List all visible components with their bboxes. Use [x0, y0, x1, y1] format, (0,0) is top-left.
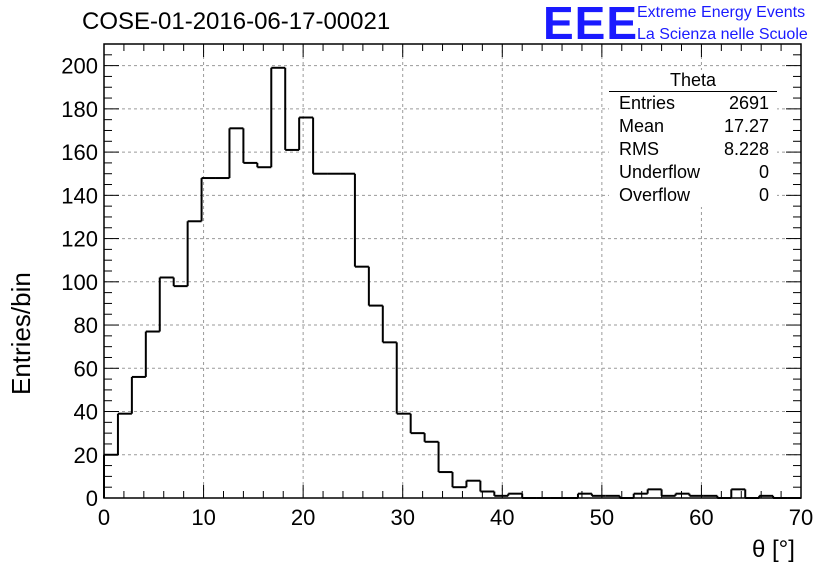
x-tick-label: 40 [490, 505, 514, 530]
stats-label: Entries [619, 93, 676, 113]
y-tick-label: 100 [61, 270, 98, 295]
x-axis-label: θ [°] [752, 536, 795, 563]
stats-label: RMS [619, 139, 659, 159]
stats-label: Overflow [619, 185, 691, 205]
y-tick-label: 60 [74, 356, 98, 381]
stats-title: Theta [609, 70, 777, 92]
stats-box: Theta Entries 2691 Mean 17.27 RMS 8.228 … [609, 70, 777, 207]
x-tick-label: 70 [789, 505, 813, 530]
histogram-series [103, 66, 801, 499]
x-tick-label: 50 [590, 505, 614, 530]
x-tick-label: 10 [191, 505, 215, 530]
chart-title: COSE-01-2016-06-17-00021 [82, 8, 391, 35]
y-tick-label: 180 [61, 97, 98, 122]
stats-row-rms: RMS 8.228 [609, 138, 777, 161]
stats-row-mean: Mean 17.27 [609, 115, 777, 138]
y-tick-label: 40 [74, 400, 98, 425]
stats-row-underflow: Underflow 0 [609, 161, 777, 184]
y-tick-label: 140 [61, 183, 98, 208]
stats-value: 2691 [728, 93, 769, 113]
grid-lines [104, 44, 801, 498]
stats-value: 0 [758, 185, 769, 205]
eee-logo: EEE [543, 0, 639, 49]
stats-row-overflow: Overflow 0 [609, 184, 777, 207]
brand-line-2: La Scienza nelle Scuole [637, 26, 808, 43]
y-tick-label: 80 [74, 313, 98, 338]
stats-label: Underflow [619, 162, 701, 182]
x-tick-label: 20 [291, 505, 315, 530]
y-tick-label: 120 [61, 227, 98, 252]
y-tick-label: 20 [74, 443, 98, 468]
y-tick-label: 200 [61, 54, 98, 79]
y-tick-label: 0 [86, 486, 98, 511]
x-tick-label: 60 [689, 505, 713, 530]
stats-value: 0 [758, 162, 769, 182]
x-tick-label: 0 [98, 505, 110, 530]
stats-value: 17.27 [723, 116, 769, 136]
x-tick-label: 30 [390, 505, 414, 530]
stats-row-entries: Entries 2691 [609, 92, 777, 115]
stats-value: 8.228 [723, 139, 769, 159]
y-axis-label: Entries/bin [6, 272, 36, 395]
y-tick-label: 160 [61, 140, 98, 165]
axis-ticks [103, 43, 802, 499]
tick-labels: 0 10 20 30 40 50 60 70 0 20 40 60 80 100 120 140 160 180 2… [61, 54, 813, 530]
stats-label: Mean [619, 116, 665, 136]
brand-line-1: Extreme Energy Events [637, 4, 806, 21]
